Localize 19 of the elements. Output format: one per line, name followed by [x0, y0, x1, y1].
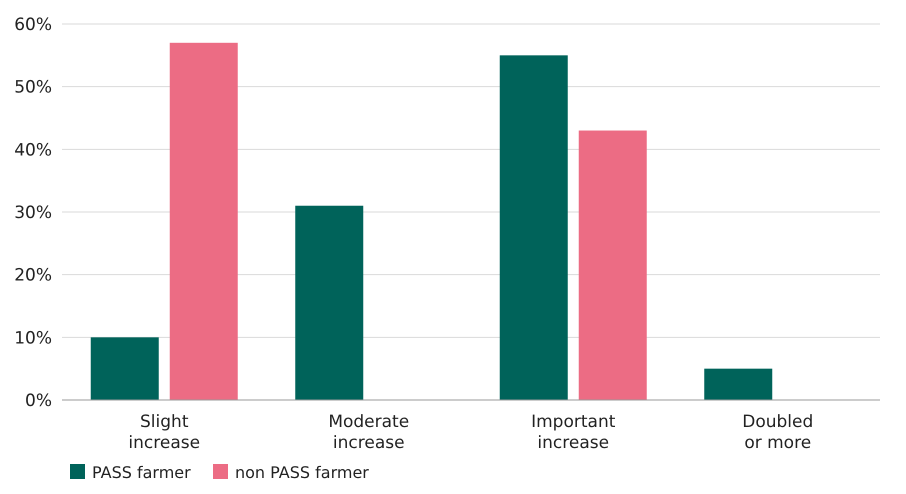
y-tick-label: 20% — [14, 266, 52, 286]
legend-label: PASS farmer — [92, 463, 192, 482]
y-tick-label: 40% — [14, 140, 52, 160]
legend-label: non PASS farmer — [235, 463, 370, 482]
bar — [90, 337, 159, 400]
x-tick-label: Moderate increase — [328, 412, 410, 453]
x-tick-label: Important increase — [531, 412, 616, 453]
y-tick-label: 50% — [14, 78, 52, 98]
x-tick-label: Slight increase — [128, 412, 200, 453]
bar — [704, 368, 772, 400]
bar — [578, 130, 647, 400]
y-tick-label: 30% — [14, 202, 52, 223]
y-tick-label: 0% — [25, 390, 52, 411]
bar — [295, 206, 364, 400]
y-tick-label: 10% — [14, 328, 52, 348]
x-tick-label: Doubled or more — [742, 412, 814, 453]
bar — [500, 55, 568, 400]
y-tick-label: 60% — [14, 14, 52, 35]
bar — [170, 42, 238, 400]
